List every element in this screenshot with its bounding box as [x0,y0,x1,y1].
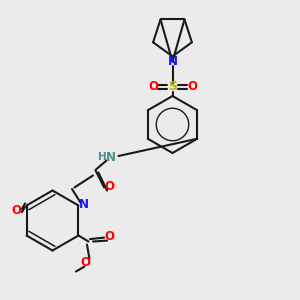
Text: S: S [168,80,177,94]
Text: H: H [98,152,106,163]
Text: N: N [79,197,89,211]
Text: N: N [167,55,178,68]
Text: O: O [148,80,158,94]
Text: O: O [80,256,91,269]
Text: O: O [104,230,115,244]
Text: O: O [187,80,197,94]
Text: O: O [104,179,115,193]
Text: N: N [106,151,116,164]
Text: O: O [11,203,22,217]
